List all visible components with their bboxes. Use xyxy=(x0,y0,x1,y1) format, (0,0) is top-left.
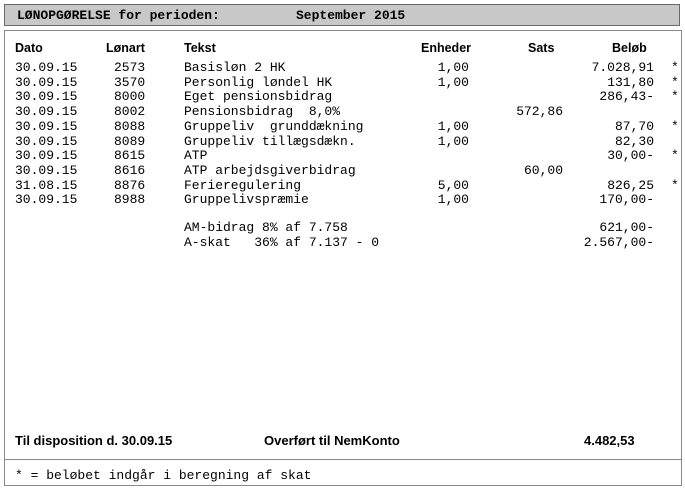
row-rate: 572,86 xyxy=(516,104,563,120)
payslip-frame xyxy=(4,30,682,486)
row-tax-marker: * xyxy=(671,148,679,164)
row-units: 5,00 xyxy=(437,177,469,193)
row-amount: 82,30 xyxy=(614,133,654,149)
transfer-label: Overført til NemKonto xyxy=(264,433,400,448)
row-tax-marker: * xyxy=(671,74,679,90)
column-header-units: Enheder xyxy=(421,41,472,55)
row-code: 2573 xyxy=(114,60,146,75)
row-rate: 60,00 xyxy=(523,162,563,178)
header-period: September 2015 xyxy=(296,8,406,23)
tax-footnote: * = beløbet indgår i beregning af skat xyxy=(15,468,312,483)
tax-text: A-skat 36% af 7.137 - 0 xyxy=(184,235,380,250)
table-row: 30.09.15 8615 ATP 30,00- * xyxy=(0,148,685,163)
row-code: 8089 xyxy=(114,133,146,149)
row-units: 1,00 xyxy=(437,74,469,90)
row-tax-marker: * xyxy=(671,177,679,193)
row-text: Eget pensionsbidrag xyxy=(184,89,333,105)
table-row: 30.09.15 8088 Gruppeliv grunddækning 1,00 87… xyxy=(0,119,685,134)
row-code: 3570 xyxy=(114,74,146,90)
table-row: 30.09.15 2573 Basisløn 2 HK 1,00 7.028,91 * xyxy=(0,60,685,75)
row-code: 8088 xyxy=(114,118,146,134)
row-date: 30.09.15 xyxy=(15,133,78,149)
column-header-amount: Beløb xyxy=(612,41,647,55)
row-date: 30.09.15 xyxy=(15,89,78,105)
row-tax-marker: * xyxy=(671,60,679,75)
column-header-code: Lønart xyxy=(106,41,145,55)
row-amount: 131,80 xyxy=(607,74,654,90)
table-row: 30.09.15 8089 Gruppeliv tillægsdækn. 1,00 82… xyxy=(0,134,685,149)
row-amount: 170,00- xyxy=(599,192,654,208)
net-total: 4.482,53 xyxy=(584,433,635,448)
row-code: 8615 xyxy=(114,148,146,164)
column-header-rate: Sats xyxy=(528,41,555,55)
row-date: 30.09.15 xyxy=(15,60,78,75)
row-date: 30.09.15 xyxy=(15,74,78,90)
row-text: Gruppelivspræmie xyxy=(184,192,309,208)
row-text: ATP arbejdsgiverbidrag xyxy=(184,162,356,178)
row-units: 1,00 xyxy=(437,133,469,149)
row-units: 1,00 xyxy=(437,60,469,75)
row-amount: 87,70 xyxy=(614,118,654,134)
row-date: 30.09.15 xyxy=(15,148,78,164)
tax-row: AM-bidrag 8% af 7.758 621,00- xyxy=(0,220,685,235)
header-title: LØNOPGØRELSE for perioden: xyxy=(17,8,220,23)
table-row: 30.09.15 8002 Pensionsbidrag 8,0% 572,86 xyxy=(0,104,685,119)
column-header-text: Tekst xyxy=(184,41,216,55)
tax-text: AM-bidrag 8% af 7.758 xyxy=(184,220,348,235)
payslip-header: LØNOPGØRELSE for perioden: September 201… xyxy=(4,4,680,26)
row-amount: 30,00- xyxy=(607,148,654,164)
note-divider xyxy=(5,459,681,460)
row-text: Personlig løndel HK xyxy=(184,74,333,90)
row-text: Ferieregulering xyxy=(184,177,302,193)
row-text: Gruppeliv grunddækning xyxy=(184,118,364,134)
row-tax-marker: * xyxy=(671,118,679,134)
row-date: 30.09.15 xyxy=(15,118,78,134)
table-row: 30.09.15 8616 ATP arbejdsgiverbidrag 60,00 xyxy=(0,163,685,178)
row-code: 8000 xyxy=(114,89,146,105)
table-row: 31.08.15 8876 Ferieregulering 5,00 826,25 * xyxy=(0,178,685,193)
row-code: 8988 xyxy=(114,192,146,208)
row-amount: 826,25 xyxy=(607,177,654,193)
row-units: 1,00 xyxy=(437,192,469,208)
row-tax-marker: * xyxy=(671,89,679,105)
disposition-label: Til disposition d. 30.09.15 xyxy=(15,433,173,448)
tax-amount: 2.567,00- xyxy=(583,235,654,250)
row-date: 30.09.15 xyxy=(15,192,78,208)
row-code: 8876 xyxy=(114,177,146,193)
row-text: ATP xyxy=(184,148,208,164)
row-date: 30.09.15 xyxy=(15,104,78,120)
table-row: 30.09.15 8000 Eget pensionsbidrag 286,43- * xyxy=(0,89,685,104)
row-code: 8616 xyxy=(114,162,146,178)
row-amount: 286,43- xyxy=(599,89,654,105)
row-date: 31.08.15 xyxy=(15,177,78,193)
row-text: Pensionsbidrag 8,0% xyxy=(184,104,341,120)
column-header-date: Dato xyxy=(15,41,43,55)
table-row: 30.09.15 3570 Personlig løndel HK 1,00 131,8… xyxy=(0,75,685,90)
row-code: 8002 xyxy=(114,104,146,120)
tax-row: A-skat 36% af 7.137 - 0 2.567,00- xyxy=(0,235,685,250)
row-date: 30.09.15 xyxy=(15,162,78,178)
tax-amount: 621,00- xyxy=(599,220,654,235)
row-text: Gruppeliv tillægsdækn. xyxy=(184,133,356,149)
table-row: 30.09.15 8988 Gruppelivspræmie 1,00 170,00- xyxy=(0,192,685,207)
row-amount: 7.028,91 xyxy=(591,60,654,75)
row-units: 1,00 xyxy=(437,118,469,134)
row-text: Basisløn 2 HK xyxy=(184,60,286,75)
